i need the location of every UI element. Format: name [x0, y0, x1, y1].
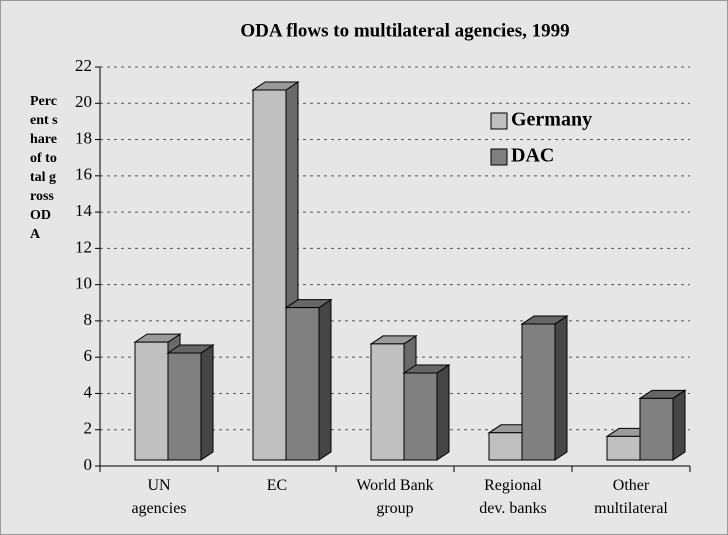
y-tick-label: 18 [75, 128, 92, 147]
bar-side [554, 315, 568, 461]
bar [166, 344, 215, 461]
bar-side [318, 298, 332, 461]
legend-label: Germany [511, 109, 592, 131]
bar-side [200, 344, 214, 461]
y-tick-label: 4 [84, 382, 93, 401]
legend-swatch [490, 112, 508, 130]
bar [284, 298, 333, 461]
y-tick-label: 2 [84, 419, 93, 438]
x-tick-label: World Bank group [356, 477, 434, 517]
y-tick-label: 22 [75, 56, 92, 75]
bar-front [639, 397, 674, 461]
bar [402, 364, 451, 461]
y-axis-label: Percent share of total gross ODA [30, 94, 58, 242]
bar-side [672, 389, 686, 461]
bar-front [252, 89, 287, 461]
bar [520, 315, 569, 461]
legend-swatch [490, 148, 508, 166]
y-tick-label: 20 [75, 92, 92, 111]
bar-front [370, 343, 405, 461]
bar-front [285, 307, 320, 461]
x-tick-label: Other multilateral [594, 477, 668, 517]
y-tick-label: 14 [75, 201, 93, 220]
bar-front [521, 323, 556, 461]
bar-front [488, 432, 523, 461]
y-tick-label: 0 [84, 455, 93, 474]
x-tick-label: Regional dev. banks [479, 477, 547, 517]
legend-label: DAC [511, 145, 554, 167]
bar-front [134, 341, 169, 461]
x-tick-label: EC [266, 477, 288, 494]
bar-front [606, 435, 641, 461]
y-tick-label: 10 [75, 274, 92, 293]
x-tick-label: UN agencies [131, 477, 187, 517]
y-tick-label: 6 [84, 346, 93, 365]
chart-title: ODA flows to multilateral agencies, 1999 [240, 20, 569, 41]
bar [638, 389, 687, 461]
y-tick-label: 16 [75, 165, 92, 184]
y-tick-label: 12 [75, 237, 92, 256]
bar-side [436, 364, 450, 461]
y-tick-label: 8 [84, 310, 93, 329]
bar-front [167, 352, 202, 461]
bar-front [403, 372, 438, 461]
